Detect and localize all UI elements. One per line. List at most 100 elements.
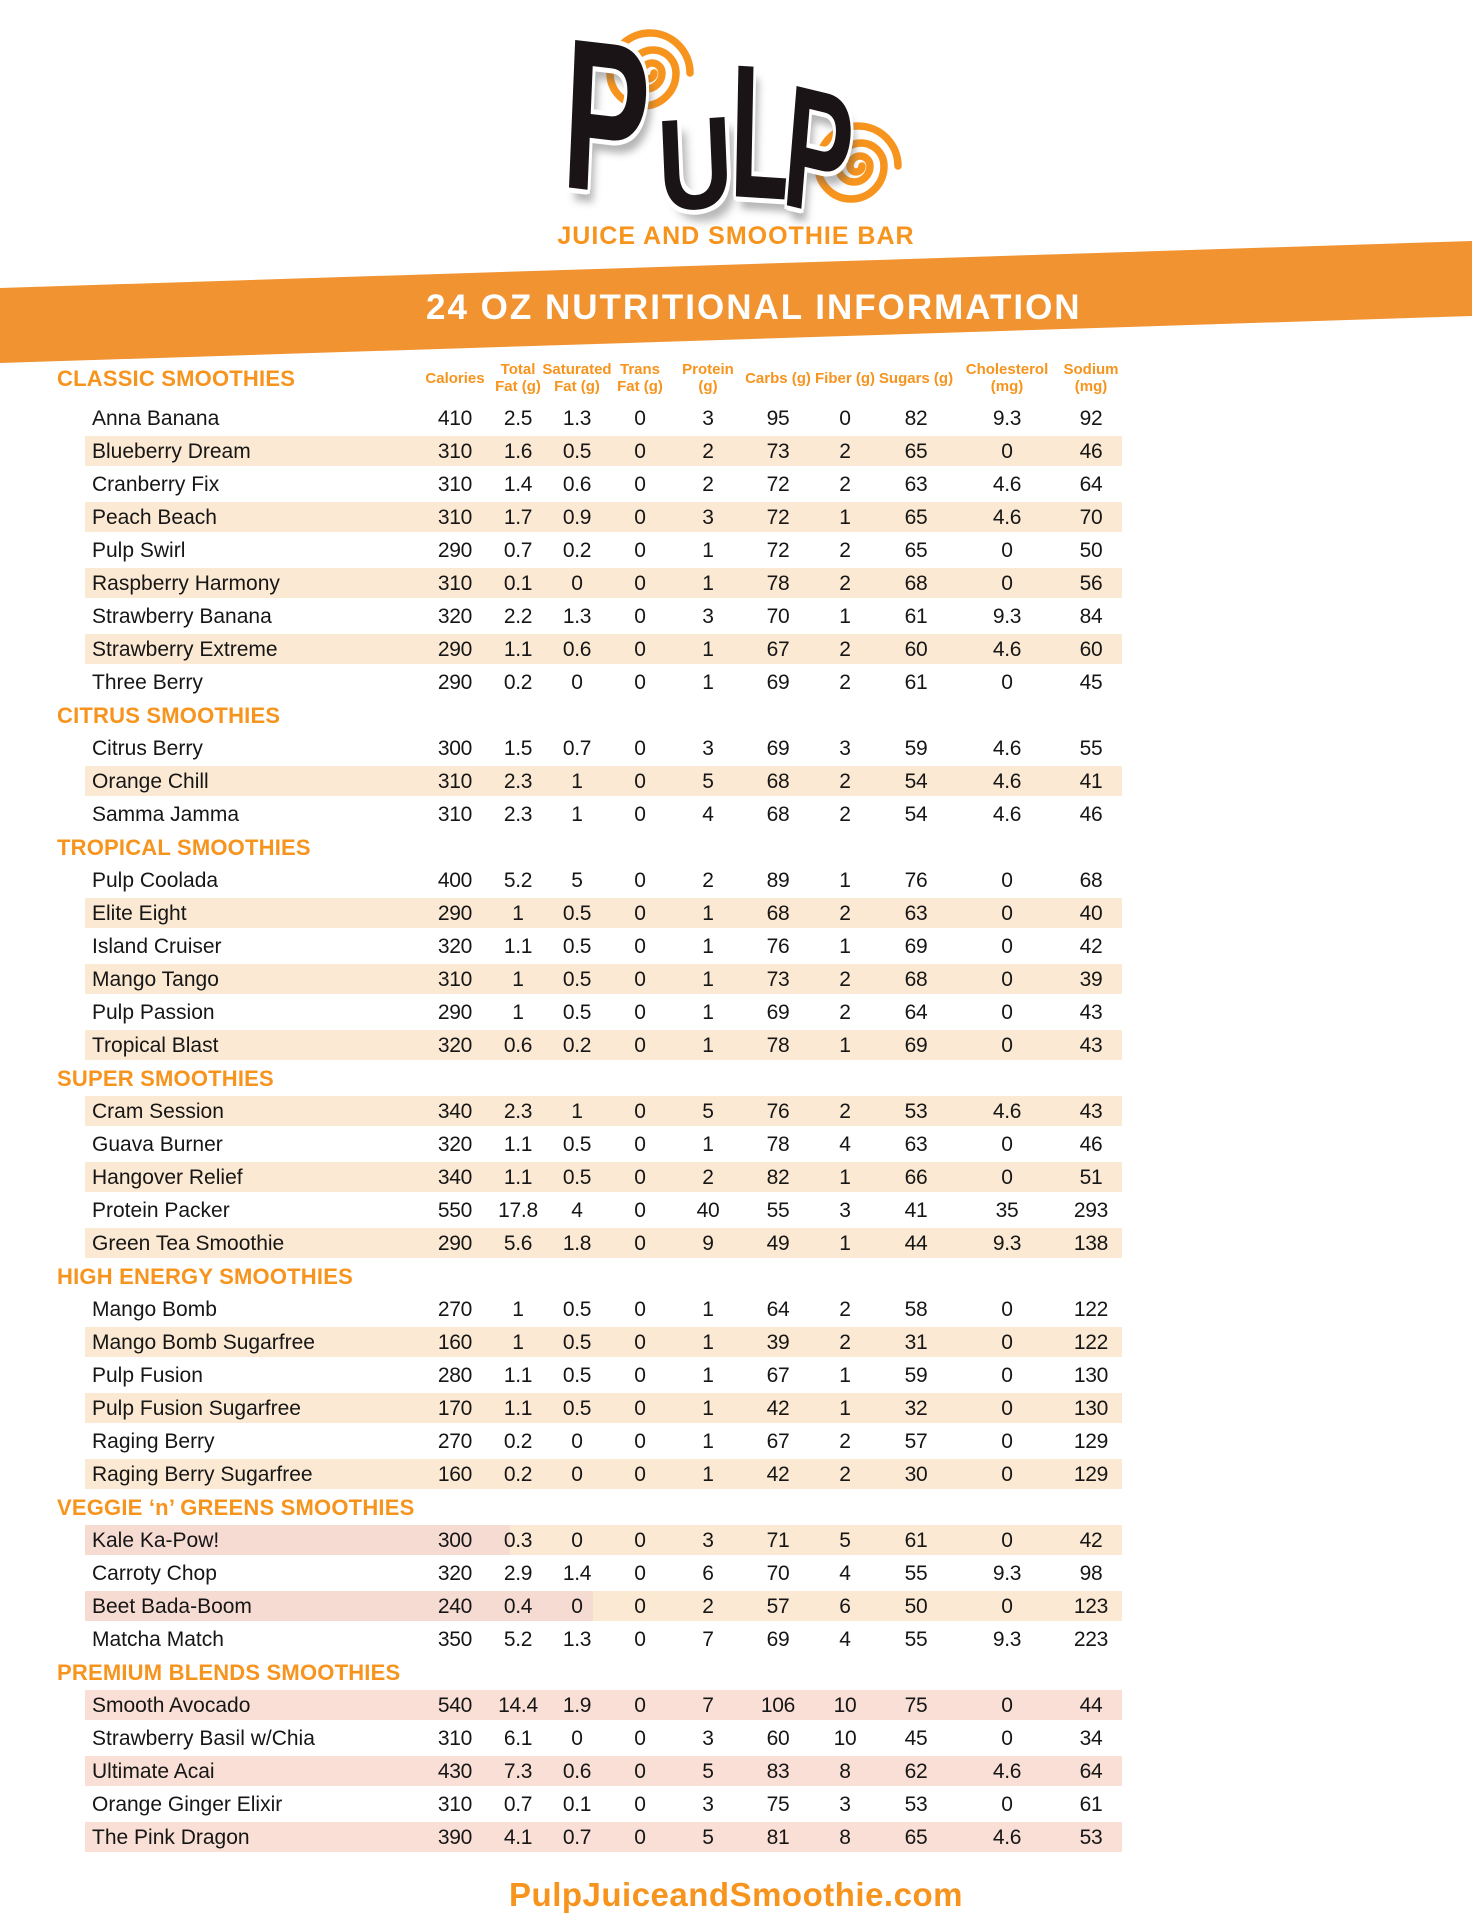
- value-cell: 75: [766, 1792, 790, 1816]
- value-cell: 41: [1079, 769, 1103, 793]
- item-name: Smooth Avocado: [92, 1693, 251, 1717]
- value-cell: 2.3: [503, 802, 533, 826]
- item-name: Orange Ginger Elixir: [92, 1792, 283, 1816]
- value-cell: 1: [839, 505, 851, 529]
- value-cell: 310: [437, 967, 473, 991]
- value-cell: 0: [571, 670, 583, 694]
- value-cell: 0: [1001, 1330, 1013, 1354]
- value-cell: 0: [634, 934, 646, 958]
- value-cell: 1: [512, 1000, 524, 1024]
- item-name: Orange Chill: [92, 769, 209, 793]
- value-cell: 410: [437, 406, 473, 430]
- value-cell: 46: [1079, 802, 1103, 826]
- value-cell: 89: [766, 868, 790, 892]
- value-cell: 0.6: [503, 1033, 533, 1057]
- item-name: Kale Ka-Pow!: [92, 1528, 220, 1552]
- value-cell: 2: [839, 439, 851, 463]
- value-cell: 4.6: [992, 505, 1022, 529]
- value-cell: 0: [1001, 1297, 1013, 1321]
- value-cell: 2.9: [503, 1561, 533, 1585]
- column-header: Sugars (g): [878, 369, 954, 387]
- value-cell: 0: [634, 1297, 646, 1321]
- value-cell: 42: [766, 1462, 790, 1486]
- row-stripe: [85, 766, 1122, 796]
- value-cell: 63: [904, 901, 928, 925]
- value-cell: 1: [839, 1231, 851, 1255]
- value-cell: 280: [437, 1363, 473, 1387]
- value-cell: 2: [839, 538, 851, 562]
- table-row: Tropical Blast 320 0.6 0.2 0 1 78 1 69 0 43: [85, 1029, 1122, 1062]
- value-cell: 1.1: [503, 637, 533, 661]
- value-cell: 61: [1079, 1792, 1103, 1816]
- value-cell: 1: [702, 1000, 714, 1024]
- value-cell: 4: [839, 1561, 851, 1585]
- value-cell: 0: [1001, 1396, 1013, 1420]
- value-cell: 98: [1079, 1561, 1103, 1585]
- item-name: Guava Burner: [92, 1132, 223, 1156]
- title-banner: 24 OZ NUTRITIONAL INFORMATION: [0, 241, 1472, 363]
- value-cell: 0: [634, 604, 646, 628]
- value-cell: 4.1: [503, 1825, 533, 1849]
- value-cell: 68: [904, 967, 928, 991]
- value-cell: 0: [634, 1462, 646, 1486]
- value-cell: 0: [634, 736, 646, 760]
- table-row: Carroty Chop 320 2.9 1.4 0 6 70 4 55 9.3 98: [85, 1557, 1122, 1590]
- value-cell: 53: [1079, 1825, 1103, 1849]
- value-cell: 42: [1079, 934, 1103, 958]
- value-cell: 0.2: [503, 1429, 533, 1453]
- item-name: Mango Bomb: [92, 1297, 217, 1321]
- value-cell: 4.6: [992, 1099, 1022, 1123]
- value-cell: 69: [904, 1033, 928, 1057]
- logo-letter: P: [777, 48, 860, 258]
- item-name: Cram Session: [92, 1099, 224, 1123]
- value-cell: 45: [1079, 670, 1103, 694]
- item-name: Mango Tango: [92, 967, 219, 991]
- value-cell: 300: [437, 1528, 473, 1552]
- value-cell: 60: [766, 1726, 790, 1750]
- item-name: Cranberry Fix: [92, 472, 220, 496]
- value-cell: 129: [1073, 1462, 1109, 1486]
- value-cell: 55: [904, 1561, 928, 1585]
- item-name: Strawberry Banana: [92, 604, 272, 628]
- value-cell: 55: [904, 1627, 928, 1651]
- nutrition-table: Anna Banana 410 2.5 1.3 0 3 95 0 82 9.3 92 Blueberr…: [57, 402, 1122, 1854]
- value-cell: 7: [702, 1693, 714, 1717]
- value-cell: 310: [437, 505, 473, 529]
- value-cell: 68: [766, 901, 790, 925]
- value-cell: 78: [766, 1033, 790, 1057]
- value-cell: 0: [634, 670, 646, 694]
- value-cell: 5.6: [503, 1231, 533, 1255]
- value-cell: 0.6: [562, 637, 592, 661]
- brand-tagline: JUICE AND SMOOTHIE BAR: [557, 222, 915, 250]
- value-cell: 2: [839, 802, 851, 826]
- value-cell: 550: [437, 1198, 473, 1222]
- value-cell: 53: [904, 1792, 928, 1816]
- value-cell: 14.4: [498, 1693, 538, 1717]
- value-cell: 3: [702, 736, 714, 760]
- value-cell: 61: [904, 1528, 928, 1552]
- value-cell: 9: [702, 1231, 714, 1255]
- value-cell: 4: [839, 1132, 851, 1156]
- value-cell: 5: [702, 1099, 714, 1123]
- value-cell: 0: [634, 1198, 646, 1222]
- value-cell: 5: [702, 1759, 714, 1783]
- value-cell: 84: [1079, 604, 1103, 628]
- row-stripe: [85, 568, 1122, 598]
- value-cell: 1: [839, 1165, 851, 1189]
- row-stripe: [85, 1030, 1122, 1060]
- value-cell: 0: [1001, 538, 1013, 562]
- value-cell: 0: [634, 901, 646, 925]
- value-cell: 0: [634, 439, 646, 463]
- value-cell: 1: [702, 637, 714, 661]
- value-cell: 10: [833, 1693, 857, 1717]
- table-row: Blueberry Dream 310 1.6 0.5 0 2 73 2 65 0 46: [85, 435, 1122, 468]
- value-cell: 0: [634, 571, 646, 595]
- value-cell: 7.3: [503, 1759, 533, 1783]
- value-cell: 1: [702, 1330, 714, 1354]
- column-header: Cholesterol (mg): [965, 361, 1049, 395]
- value-cell: 0: [1001, 1462, 1013, 1486]
- value-cell: 65: [904, 538, 928, 562]
- value-cell: 2: [702, 439, 714, 463]
- value-cell: 310: [437, 472, 473, 496]
